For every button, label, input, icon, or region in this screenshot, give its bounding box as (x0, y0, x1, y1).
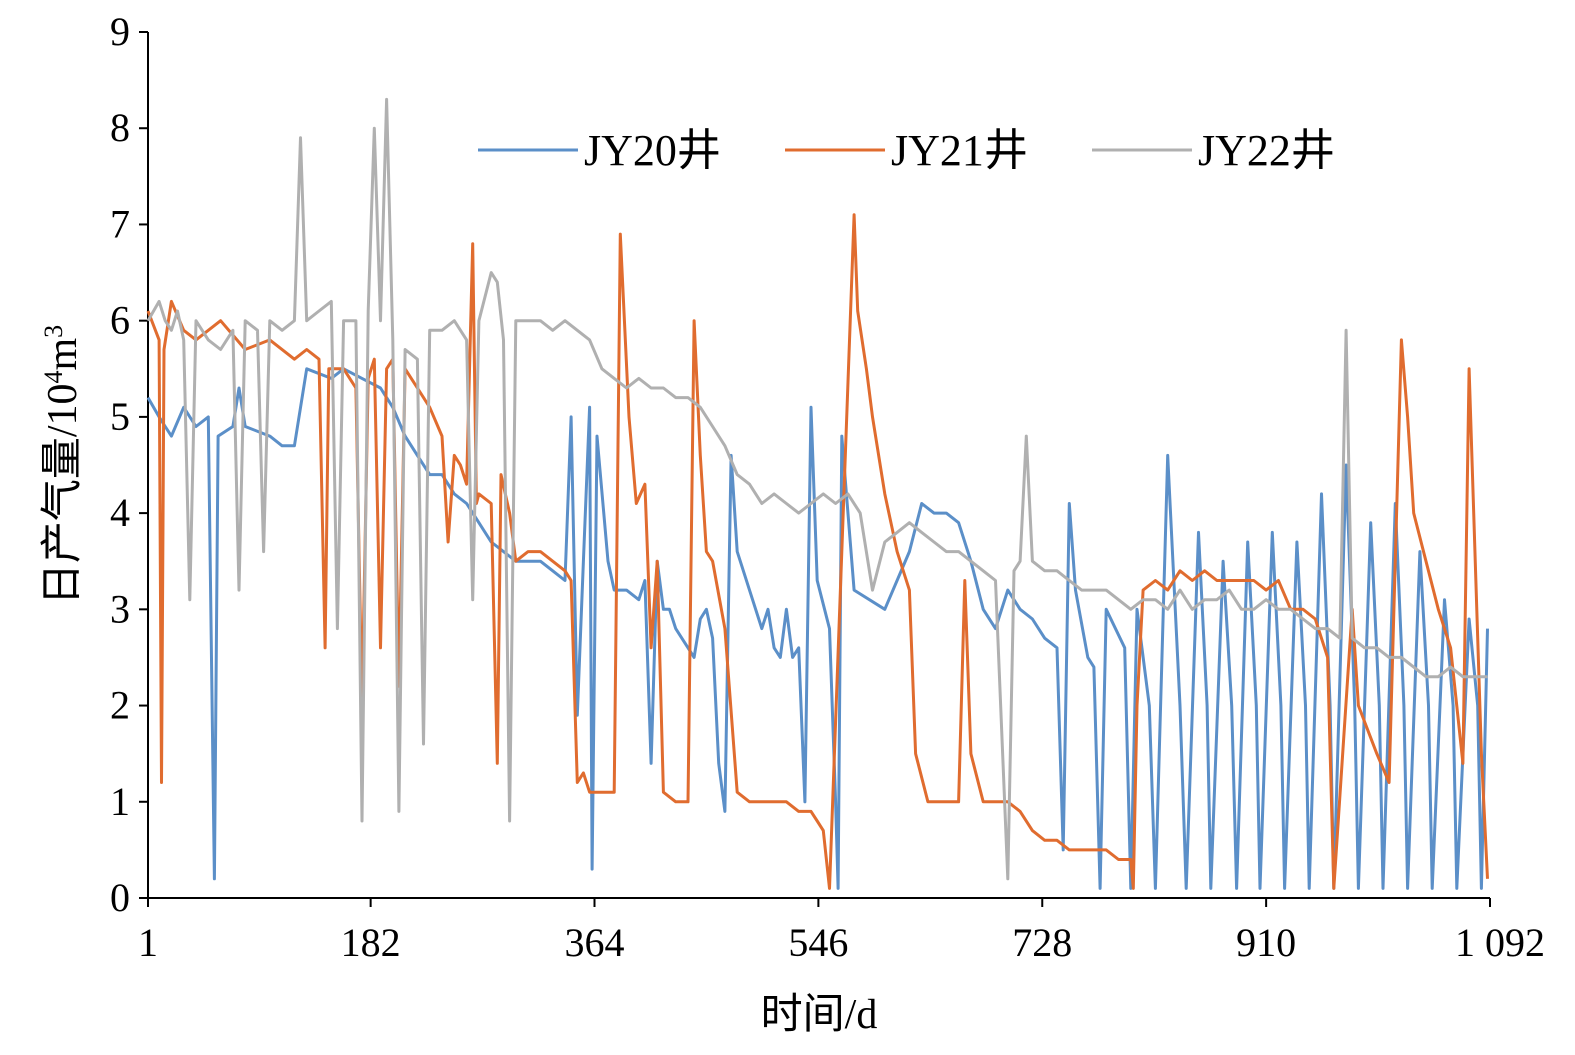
series-line-1 (146, 367, 1489, 890)
y-tick-label: 0 (110, 875, 130, 920)
y-axis-title-sup: 4 (39, 371, 68, 384)
legend-label: JY22井 (1198, 126, 1335, 175)
y-tick-label: 5 (110, 394, 130, 439)
x-tick-label: 546 (788, 920, 848, 965)
y-axis-title: 日产气量/104m3 (39, 325, 87, 605)
y-tick-label: 9 (110, 9, 130, 54)
x-tick-label: 1 (138, 920, 158, 965)
series-group (146, 97, 1489, 890)
y-tick-label: 8 (110, 105, 130, 150)
y-tick-label: 1 (110, 779, 130, 824)
series-line-2 (146, 213, 1489, 890)
x-tick-label: 910 (1236, 920, 1296, 965)
series-line-3 (146, 97, 1488, 881)
x-axis-title: 时间/d (761, 992, 878, 1038)
legend: JY20井 JY21井 JY22井 (478, 126, 1335, 175)
y-tick-label: 3 (110, 586, 130, 631)
y-tick-label: 7 (110, 201, 130, 246)
legend-label: JY21井 (891, 126, 1028, 175)
legend-label: JY20井 (584, 126, 721, 175)
x-tick-label: 728 (1012, 920, 1072, 965)
y-axis-title-unit: m (40, 338, 86, 371)
y-tick-label: 2 (110, 683, 130, 728)
y-axis-title-main: 日产气量/10 (40, 384, 86, 606)
x-tick-label: 364 (565, 920, 625, 965)
x-tick-label: 182 (341, 920, 401, 965)
y-tick-label: 4 (110, 490, 130, 535)
x-tick-label: 1 092 (1455, 920, 1545, 965)
y-tick-label: 6 (110, 298, 130, 343)
y-axis-title-unit-sup: 3 (39, 325, 68, 338)
